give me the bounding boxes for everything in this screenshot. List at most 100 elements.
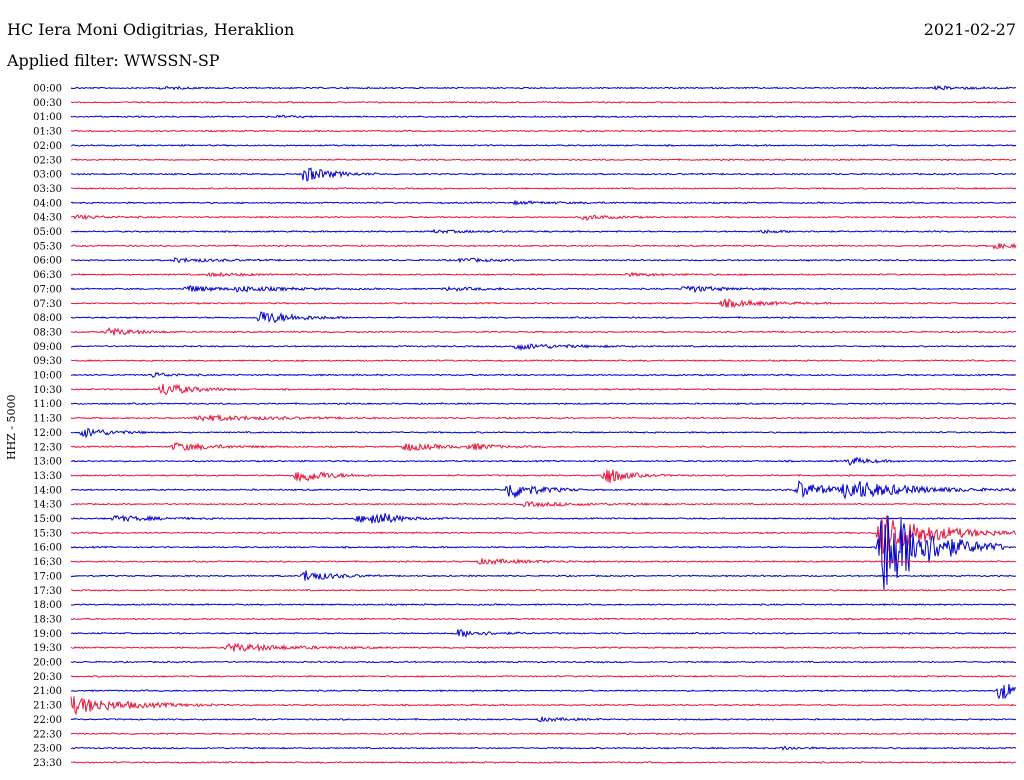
trace-row-1900 <box>70 629 1017 638</box>
row-time-label: 01:30 <box>33 127 62 138</box>
row-time-label: 05:00 <box>33 227 62 238</box>
row-time-label: 23:00 <box>33 744 62 755</box>
row-time-label: 13:00 <box>33 457 62 468</box>
trace-row-1800 <box>70 603 1017 607</box>
row-time-label: 09:30 <box>33 356 62 367</box>
row-time-label: 15:00 <box>33 514 62 525</box>
trace-row-2230 <box>70 732 1017 736</box>
trace-row-2300 <box>70 745 1017 751</box>
trace-row-1600 <box>70 515 1017 590</box>
row-time-label: 02:30 <box>33 155 62 166</box>
trace-row-2330 <box>70 760 1017 764</box>
trace-row-0630 <box>70 271 1017 278</box>
trace-row-1000 <box>70 371 1017 378</box>
row-time-label: 13:30 <box>33 471 62 482</box>
row-time-label: 18:30 <box>33 614 62 625</box>
trace-row-1930 <box>70 642 1017 653</box>
row-time-label: 08:00 <box>33 313 62 324</box>
trace-row-0930 <box>70 359 1017 363</box>
row-time-label: 21:30 <box>33 701 62 712</box>
trace-row-0300 <box>70 167 1017 182</box>
row-time-label: 08:30 <box>33 327 62 338</box>
trace-row-0030 <box>70 100 1017 104</box>
row-time-label: 14:30 <box>33 500 62 511</box>
trace-row-0600 <box>70 256 1017 264</box>
trace-row-0330 <box>70 186 1017 190</box>
row-time-label: 23:30 <box>33 758 62 769</box>
row-time-label: 17:00 <box>33 571 62 582</box>
trace-row-1230 <box>70 442 1017 452</box>
row-time-label: 17:30 <box>33 586 62 597</box>
row-time-label: 04:30 <box>33 213 62 224</box>
trace-row-1030 <box>70 383 1017 396</box>
row-time-label: 22:00 <box>33 715 62 726</box>
row-time-label: 03:30 <box>33 184 62 195</box>
row-time-label: 11:30 <box>33 414 62 425</box>
trace-row-0000 <box>70 85 1017 91</box>
row-time-label: 12:30 <box>33 442 62 453</box>
trace-row-1500 <box>70 513 1017 524</box>
trace-row-0130 <box>70 129 1017 133</box>
trace-row-0530 <box>70 242 1017 251</box>
trace-row-0900 <box>70 343 1017 352</box>
trace-row-0730 <box>70 297 1017 308</box>
row-time-label: 16:30 <box>33 557 62 568</box>
trace-row-2130 <box>70 696 1017 716</box>
trace-row-2000 <box>70 660 1017 664</box>
row-time-label: 10:00 <box>33 371 62 382</box>
trace-row-1730 <box>70 588 1017 592</box>
trace-row-0500 <box>70 228 1017 234</box>
row-time-label: 11:00 <box>33 399 62 410</box>
record-date: 2021-02-27 <box>923 20 1016 39</box>
row-time-label: 05:30 <box>33 241 62 252</box>
trace-row-1400 <box>70 479 1017 500</box>
trace-row-0400 <box>70 199 1017 207</box>
row-time-label: 09:00 <box>33 342 62 353</box>
row-time-label: 21:00 <box>33 686 62 697</box>
trace-row-1330 <box>70 469 1017 483</box>
trace-row-1200 <box>70 427 1017 439</box>
trace-row-0230 <box>70 158 1017 162</box>
trace-row-0100 <box>70 114 1017 119</box>
row-time-label: 04:00 <box>33 198 62 209</box>
trace-row-2030 <box>70 674 1017 678</box>
row-time-label: 06:00 <box>33 256 62 267</box>
trace-row-2200 <box>70 716 1017 723</box>
trace-row-1430 <box>70 500 1017 508</box>
row-time-label: 10:30 <box>33 385 62 396</box>
row-time-label: 12:00 <box>33 428 62 439</box>
row-time-label: 00:00 <box>33 84 62 95</box>
trace-row-2100 <box>70 683 1017 700</box>
trace-row-1700 <box>70 570 1017 581</box>
row-time-label: 22:30 <box>33 729 62 740</box>
row-time-label: 01:00 <box>33 112 62 123</box>
row-time-label: 20:00 <box>33 658 62 669</box>
applied-filter: Applied filter: WWSSN-SP <box>7 51 220 70</box>
trace-row-0700 <box>70 284 1017 294</box>
row-time-label: 07:00 <box>33 284 62 295</box>
row-time-label: 20:30 <box>33 672 62 683</box>
row-time-label: 02:00 <box>33 141 62 152</box>
trace-row-0830 <box>70 327 1017 336</box>
row-time-label: 03:00 <box>33 170 62 181</box>
trace-row-1830 <box>70 617 1017 621</box>
row-time-label: 15:30 <box>33 528 62 539</box>
trace-row-1630 <box>70 558 1017 566</box>
trace-row-1530 <box>70 515 1017 555</box>
trace-row-1300 <box>70 456 1017 466</box>
row-time-label: 16:00 <box>33 543 62 554</box>
row-time-label: 18:00 <box>33 600 62 611</box>
station-title: HC Iera Moni Odigitrias, Heraklion <box>7 20 295 39</box>
row-time-label: 14:00 <box>33 485 62 496</box>
trace-row-0430 <box>70 213 1017 221</box>
trace-row-1130 <box>70 413 1017 422</box>
row-time-label: 06:30 <box>33 270 62 281</box>
row-time-label: 00:30 <box>33 98 62 109</box>
trace-row-0200 <box>70 143 1017 148</box>
row-time-label: 19:30 <box>33 643 62 654</box>
row-time-label: 07:30 <box>33 299 62 310</box>
trace-row-1100 <box>70 402 1017 406</box>
trace-row-0800 <box>70 311 1017 324</box>
row-time-label: 19:00 <box>33 629 62 640</box>
